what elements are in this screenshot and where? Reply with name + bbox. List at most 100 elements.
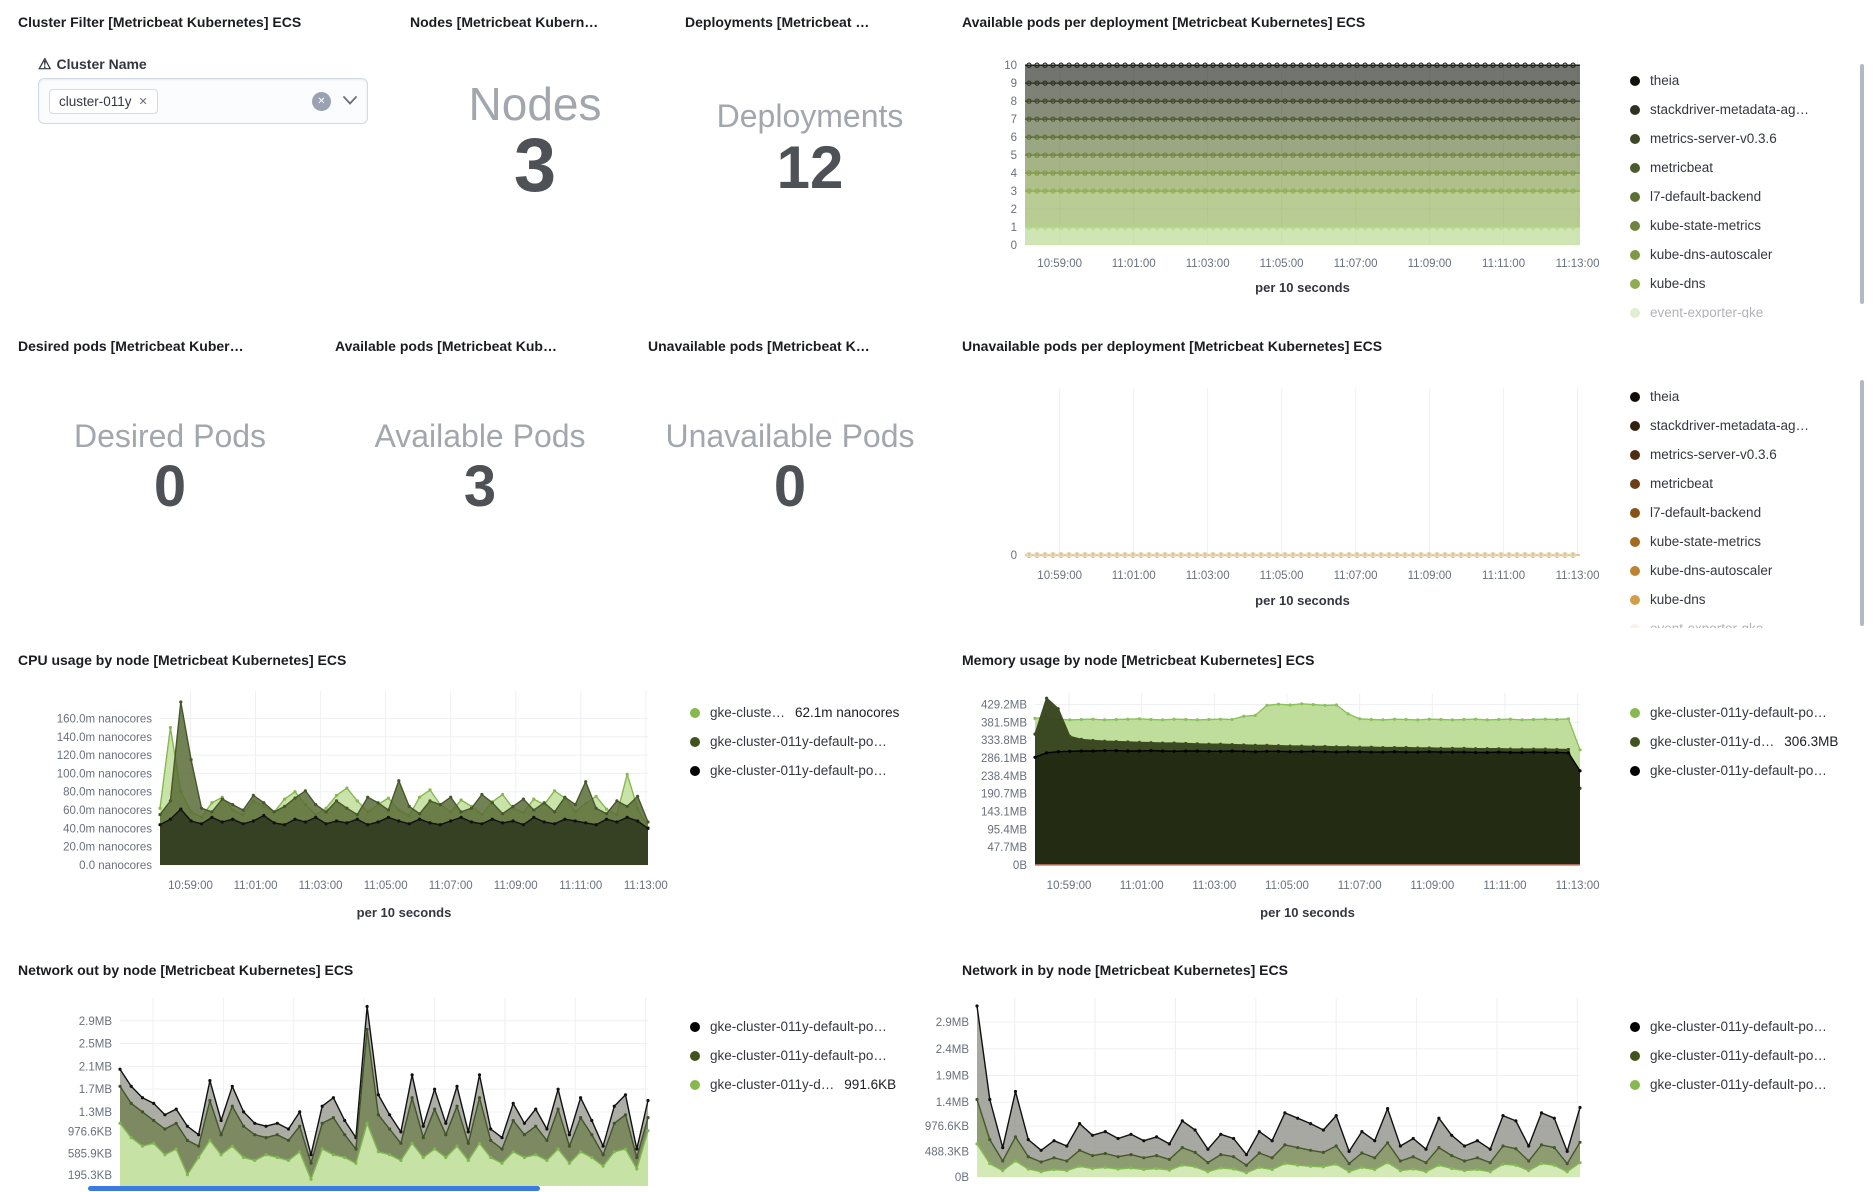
legend-item[interactable]: l7-default-backend [1630, 182, 1864, 211]
legend-available-pods-per-deployment: theia stackdriver-metadata-ag… metrics-ser… [1630, 66, 1864, 318]
legend-scrollbar[interactable] [1860, 380, 1864, 626]
svg-text:11:09:00: 11:09:00 [494, 880, 538, 892]
svg-text:6: 6 [1011, 132, 1017, 144]
svg-text:1.4MB: 1.4MB [936, 1097, 970, 1109]
svg-text:11:03:00: 11:03:00 [299, 880, 343, 892]
chevron-down-icon[interactable] [343, 92, 357, 110]
svg-text:100.0m nanocores: 100.0m nanocores [57, 768, 153, 780]
legend-item[interactable]: gke-cluster-011y-default-po… [690, 1012, 970, 1041]
legend-label: metrics-server-v0.3.6 [1650, 447, 1777, 462]
legend-label: kube-dns [1650, 276, 1706, 291]
legend-item[interactable]: gke-cluster-011y-default-po… [1630, 1012, 1874, 1041]
legend-item[interactable]: gke-cluster-011y-default-po… [1630, 756, 1874, 785]
svg-text:11:11:00: 11:11:00 [559, 880, 602, 892]
legend-item[interactable]: stackdriver-metadata-ag… [1630, 411, 1864, 440]
legend-item[interactable]: gke-cluster-011y-default-po… [690, 1041, 970, 1070]
legend-item[interactable]: kube-dns [1630, 585, 1864, 614]
legend-swatch-icon [1630, 391, 1640, 402]
chart-network-in-by-node[interactable]: 2.9MB 2.4MB 1.9MB 1.4MB 976.6KB 488.3KB 0B [870, 995, 1590, 1192]
chart-unavailable-pods-per-deployment[interactable]: 10:59:00 11:01:00 11:03:00 11:05:00 11:07:00… [965, 370, 1600, 635]
chart-memory-usage-by-node[interactable]: 10:59:00 11:01:00 11:03:00 11:05:00 11:07:00… [870, 685, 1600, 945]
legend-item[interactable]: kube-dns-autoscaler [1630, 556, 1864, 585]
cluster-name-combobox[interactable]: cluster-011y ✕ ✕ [38, 78, 368, 124]
legend-item[interactable]: metrics-server-v0.3.6 [1630, 124, 1864, 153]
legend-item[interactable]: gke-cluster-011y-default-po… [690, 727, 970, 756]
remove-chip-icon[interactable]: ✕ [138, 95, 148, 108]
legend-label: gke-cluster-011y-default-po… [710, 1048, 887, 1063]
svg-text:10: 10 [1004, 60, 1017, 72]
chart-network-out-by-node[interactable]: 2.9MB 2.5MB 2.1MB 1.7MB 1.3MB 976.6KB 585.9KB 1… [10, 995, 660, 1192]
legend-item[interactable]: gke-cluster-011y-d… 306.3MB [1630, 727, 1874, 756]
legend-swatch-icon [1630, 478, 1640, 489]
horizontal-scrollbar[interactable] [88, 1186, 540, 1191]
svg-text:11:05:00: 11:05:00 [1265, 880, 1309, 892]
chart-available-pods-per-deployment[interactable]: 10:59:00 11:01:00 11:03:00 11:05:00 11:07:00… [965, 40, 1600, 340]
legend-swatch-icon [690, 707, 700, 718]
svg-text:11:09:00: 11:09:00 [1408, 258, 1452, 270]
legend-swatch-icon [1630, 594, 1640, 605]
legend-item[interactable]: kube-dns-autoscaler [1630, 240, 1864, 269]
legend-label: gke-cluster-011y-d… [1650, 734, 1775, 749]
legend-item[interactable]: metricbeat [1630, 469, 1864, 498]
legend-item[interactable]: kube-dns [1630, 269, 1864, 298]
svg-text:11:01:00: 11:01:00 [1112, 258, 1156, 270]
legend-swatch-icon [1630, 765, 1640, 776]
metric-nodes: Nodes 3 [400, 80, 670, 204]
svg-text:60.0m nanocores: 60.0m nanocores [63, 805, 152, 817]
svg-text:2.9MB: 2.9MB [936, 1017, 970, 1029]
legend-swatch-icon [1630, 278, 1640, 289]
svg-text:4: 4 [1011, 168, 1018, 180]
svg-text:140.0m nanocores: 140.0m nanocores [57, 732, 153, 744]
legend-item[interactable]: kube-state-metrics [1630, 527, 1864, 556]
legend-label: metricbeat [1650, 160, 1714, 175]
metric-label: Available Pods [374, 418, 586, 454]
clear-selection-icon[interactable]: ✕ [312, 91, 331, 111]
legend-item[interactable]: stackdriver-metadata-ag… [1630, 95, 1864, 124]
legend-item[interactable]: gke-cluster-011y-default-po… [1630, 1041, 1874, 1070]
legend-item[interactable]: gke-cluster-011y-default-po… [690, 756, 970, 785]
legend-item[interactable]: theia [1630, 382, 1864, 411]
legend-value: 306.3MB [1784, 734, 1839, 749]
legend-network-out-by-node: gke-cluster-011y-default-po… gke-cluster-… [690, 1012, 970, 1099]
chart-cpu-usage-by-node[interactable]: 10:59:00 11:01:00 11:03:00 11:05:00 11:07:00… [10, 685, 668, 945]
svg-text:95.4MB: 95.4MB [987, 824, 1027, 836]
svg-text:238.4MB: 238.4MB [981, 771, 1027, 783]
legend-label: kube-dns-autoscaler [1650, 247, 1773, 262]
legend-scrollbar[interactable] [1860, 64, 1864, 304]
selected-cluster-chip[interactable]: cluster-011y ✕ [49, 88, 158, 114]
legend-item[interactable]: theia [1630, 66, 1864, 95]
legend-item[interactable]: event-exporter-gke [1630, 298, 1864, 318]
svg-text:1.3MB: 1.3MB [79, 1107, 113, 1119]
legend-swatch-icon [690, 1079, 700, 1090]
legend-item[interactable]: gke-cluster-011y-default-po… [1630, 698, 1874, 727]
legend-item[interactable]: l7-default-backend [1630, 498, 1864, 527]
legend-swatch-icon [1630, 75, 1640, 86]
legend-label: gke-cluster-011y-default-po… [1650, 1019, 1827, 1034]
metric-unavailable-pods: Unavailable Pods 0 [655, 419, 925, 516]
svg-text:585.9KB: 585.9KB [68, 1148, 112, 1160]
panel-title-unavailable-pods-per-deployment: Unavailable pods per deployment [Metricb… [962, 338, 1383, 354]
svg-text:11:01:00: 11:01:00 [1112, 570, 1156, 582]
legend-item[interactable]: gke-cluster-011y-default-po… [1630, 1070, 1874, 1099]
legend-swatch-icon [1630, 1050, 1640, 1061]
legend-item[interactable]: metrics-server-v0.3.6 [1630, 440, 1864, 469]
legend-label: l7-default-backend [1650, 189, 1762, 204]
legend-item[interactable]: gke-cluster-011y-d… 991.6KB [690, 1070, 970, 1099]
metric-label: Nodes [468, 78, 602, 130]
legend-value: 62.1m nanocores [795, 705, 900, 720]
panel-title-network-out: Network out by node [Metricbeat Kubernet… [18, 962, 354, 978]
legend-item[interactable]: event-exporter-gke [1630, 614, 1864, 628]
legend-swatch-icon [1630, 1021, 1640, 1032]
svg-text:0: 0 [1011, 240, 1017, 252]
legend-label: metricbeat [1650, 476, 1714, 491]
legend-item[interactable]: metricbeat [1630, 153, 1864, 182]
legend-label: metrics-server-v0.3.6 [1650, 131, 1777, 146]
panel-title-available-pods: Available pods [Metricbeat Kub… [335, 338, 557, 354]
svg-text:195.3KB: 195.3KB [68, 1170, 112, 1182]
legend-network-in-by-node: gke-cluster-011y-default-po… gke-cluster-… [1630, 1012, 1874, 1099]
legend-item[interactable]: kube-state-metrics [1630, 211, 1864, 240]
legend-label: gke-cluster-011y-d… [710, 1077, 835, 1092]
legend-item[interactable]: gke-cluste… 62.1m nanocores [690, 698, 970, 727]
legend-label: event-exporter-gke [1650, 305, 1764, 318]
warning-icon: ⚠ [38, 55, 52, 73]
